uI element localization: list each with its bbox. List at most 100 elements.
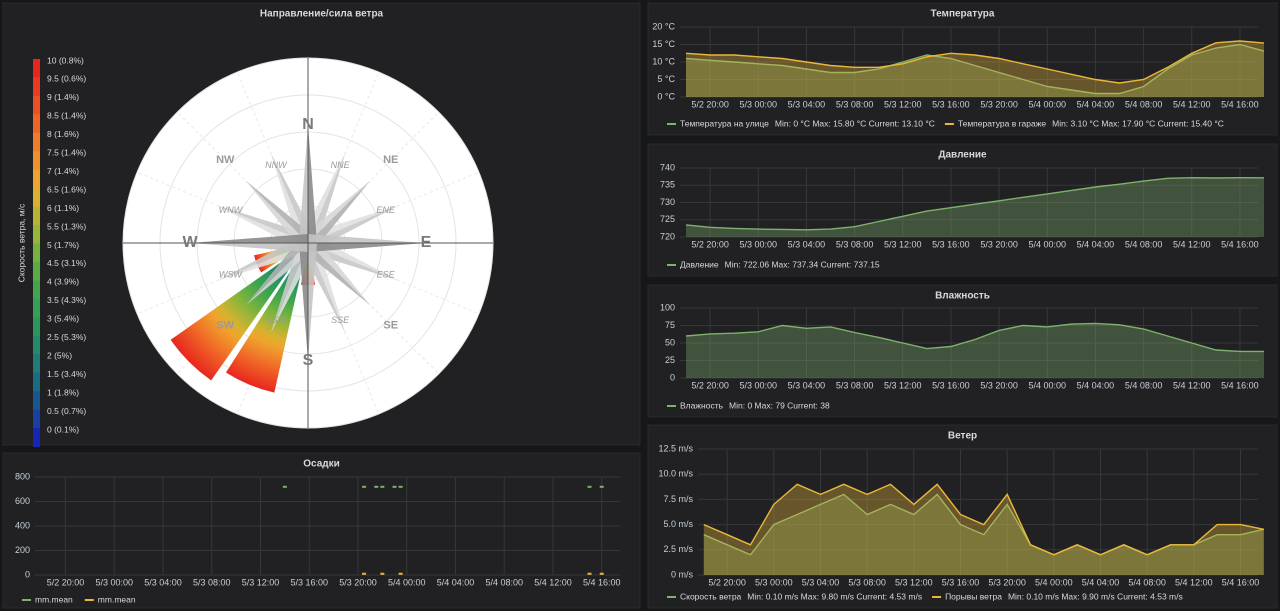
compass-point <box>245 236 308 306</box>
compass-point <box>217 205 312 243</box>
y-tick-label: 725 <box>660 214 675 224</box>
legend-stats: Min: 0.10 m/s Max: 9.90 m/s Current: 4.5… <box>1008 591 1183 601</box>
direction-label: SSW <box>266 315 288 325</box>
direction-label: NNE <box>331 160 351 170</box>
legend-stats: Min: 0 °C Max: 15.80 °C Current: 13.10 °… <box>775 118 935 128</box>
legend-swatch <box>932 596 942 598</box>
legend-stats: Min: 0.10 m/s Max: 9.80 m/s Current: 4.5… <box>747 591 922 601</box>
legend-name: Порывы ветра <box>945 591 1002 601</box>
x-tick-label: 5/3 00:00 <box>739 239 777 249</box>
legend-label: 4.5 (3.1%) <box>47 258 86 268</box>
legend-swatch <box>33 391 40 411</box>
compass-point <box>308 152 346 247</box>
legend-label: 9.5 (0.6%) <box>47 74 86 84</box>
direction-label: SW <box>216 320 234 332</box>
legend-label: 0.5 (0.7%) <box>47 406 86 416</box>
x-tick-label: 5/4 12:00 <box>534 577 572 587</box>
point <box>362 572 367 575</box>
x-tick-label: 5/2 20:00 <box>691 380 729 390</box>
legend-swatch <box>944 123 954 125</box>
x-tick-label: 5/2 20:00 <box>708 577 746 587</box>
point <box>374 485 379 488</box>
compass-point <box>308 180 371 250</box>
x-tick-label: 5/4 08:00 <box>1128 577 1166 587</box>
legend-stats: Min: 3.10 °C Max: 17.90 °C Current: 15.4… <box>1052 118 1224 128</box>
x-tick-label: 5/3 00:00 <box>739 380 777 390</box>
series-area <box>703 484 1264 575</box>
panel <box>647 284 1278 418</box>
legend-swatch <box>33 206 40 226</box>
legend-swatch <box>667 596 676 598</box>
legend-name: mm.mean <box>98 594 136 604</box>
legend-swatch <box>667 264 676 266</box>
y-tick-label: 15 °C <box>652 39 675 49</box>
direction-label: WSW <box>219 270 243 280</box>
panel-title: Температура <box>931 9 995 20</box>
compass-point <box>308 239 346 334</box>
x-tick-label: 5/2 20:00 <box>691 99 729 109</box>
x-tick-label: 5/3 04:00 <box>788 380 826 390</box>
y-tick-label: 10 °C <box>652 56 675 66</box>
compass-point <box>270 239 308 334</box>
x-tick-label: 5/3 12:00 <box>884 99 922 109</box>
legend-swatch <box>33 298 40 318</box>
legend-swatch <box>33 428 40 447</box>
x-tick-label: 5/3 04:00 <box>788 239 826 249</box>
point <box>282 485 287 488</box>
x-tick-label: 5/3 08:00 <box>836 380 874 390</box>
direction-label: W <box>182 234 198 251</box>
legend-swatch <box>33 114 40 134</box>
panel-title: Ветер <box>948 431 977 442</box>
point <box>599 485 604 488</box>
compass-point <box>190 243 308 252</box>
point <box>392 485 397 488</box>
x-tick-label: 5/3 20:00 <box>988 577 1026 587</box>
x-tick-label: 5/4 08:00 <box>1125 99 1163 109</box>
x-tick-label: 5/4 04:00 <box>1077 380 1115 390</box>
x-tick-label: 5/4 04:00 <box>1082 577 1120 587</box>
y-tick-label: 740 <box>660 162 675 172</box>
compass-point <box>245 243 315 306</box>
compass-point <box>299 125 308 243</box>
point <box>362 485 367 488</box>
panel <box>647 2 1278 136</box>
compass-point <box>301 243 371 306</box>
series-area <box>686 323 1264 378</box>
x-tick-label: 5/3 16:00 <box>932 99 970 109</box>
series-line <box>685 40 1265 84</box>
legend-label: 1.5 (3.4%) <box>47 369 86 379</box>
legend-label: 5 (1.7%) <box>47 240 79 250</box>
x-tick-label: 5/3 04:00 <box>144 577 182 587</box>
panel-title: Давление <box>938 150 987 161</box>
x-tick-label: 5/4 16:00 <box>1221 99 1259 109</box>
x-tick-label: 5/3 08:00 <box>848 577 886 587</box>
x-tick-label: 5/4 04:00 <box>437 577 475 587</box>
panel <box>647 424 1278 609</box>
legend-label: 4 (3.9%) <box>47 277 79 287</box>
legend-label: 7.5 (1.4%) <box>47 148 86 158</box>
compass-point <box>301 180 371 243</box>
direction-label: NW <box>216 154 235 166</box>
direction-label: S <box>303 352 314 369</box>
x-tick-label: 5/2 20:00 <box>47 577 85 587</box>
series-area <box>686 177 1264 237</box>
x-tick-label: 5/3 20:00 <box>980 380 1018 390</box>
x-tick-label: 5/3 04:00 <box>802 577 840 587</box>
legend-name: Температура в гараже <box>958 118 1047 128</box>
legend-swatch <box>33 169 40 189</box>
compass-point <box>270 152 308 247</box>
legend-swatch <box>33 95 40 115</box>
x-tick-label: 5/4 16:00 <box>1221 239 1259 249</box>
legend-swatch <box>33 372 40 392</box>
legend-label: 0 (0.1%) <box>47 424 79 434</box>
y-tick-label: 20 °C <box>652 21 675 31</box>
legend-name: mm.mean <box>35 594 73 604</box>
x-tick-label: 5/3 20:00 <box>980 99 1018 109</box>
x-tick-label: 5/3 16:00 <box>290 577 328 587</box>
point <box>380 572 385 575</box>
y-tick-label: 0 m/s <box>671 569 694 579</box>
x-tick-label: 5/3 12:00 <box>884 239 922 249</box>
y-tick-label: 50 <box>665 337 675 347</box>
y-tick-label: 7.5 m/s <box>663 494 693 504</box>
